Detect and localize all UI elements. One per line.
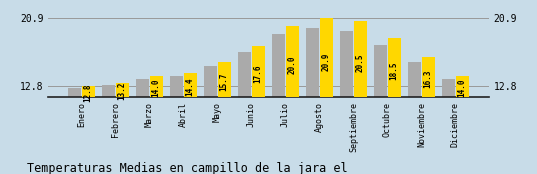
- Bar: [422, 57, 434, 97]
- Bar: [103, 85, 115, 97]
- Text: 20.9: 20.9: [322, 52, 331, 71]
- Bar: [388, 38, 401, 97]
- Bar: [286, 26, 299, 97]
- Bar: [272, 34, 285, 97]
- Bar: [442, 79, 455, 97]
- Bar: [218, 62, 231, 97]
- Bar: [306, 27, 319, 97]
- Text: 20.0: 20.0: [288, 56, 297, 74]
- Text: 15.7: 15.7: [220, 72, 229, 91]
- Bar: [116, 83, 129, 97]
- Bar: [320, 18, 332, 97]
- Text: 14.0: 14.0: [152, 79, 161, 97]
- Text: 14.4: 14.4: [186, 77, 195, 96]
- Text: 12.8: 12.8: [84, 83, 93, 102]
- Bar: [170, 76, 183, 97]
- Bar: [205, 66, 217, 97]
- Bar: [136, 79, 149, 97]
- Text: 17.6: 17.6: [253, 65, 263, 84]
- Bar: [82, 86, 95, 97]
- Bar: [408, 62, 421, 97]
- Bar: [238, 52, 251, 97]
- Bar: [456, 76, 469, 97]
- Bar: [340, 30, 353, 97]
- Text: 16.3: 16.3: [424, 70, 433, 88]
- Bar: [252, 46, 265, 97]
- Text: 20.5: 20.5: [355, 54, 365, 72]
- Bar: [184, 73, 197, 97]
- Text: 18.5: 18.5: [390, 62, 398, 80]
- Bar: [374, 45, 387, 97]
- Bar: [354, 21, 367, 97]
- Text: Temperaturas Medias en campillo de la jara el: Temperaturas Medias en campillo de la ja…: [27, 162, 347, 174]
- Bar: [150, 76, 163, 97]
- Bar: [68, 88, 81, 97]
- Text: 13.2: 13.2: [118, 82, 127, 100]
- Text: 14.0: 14.0: [458, 79, 467, 97]
